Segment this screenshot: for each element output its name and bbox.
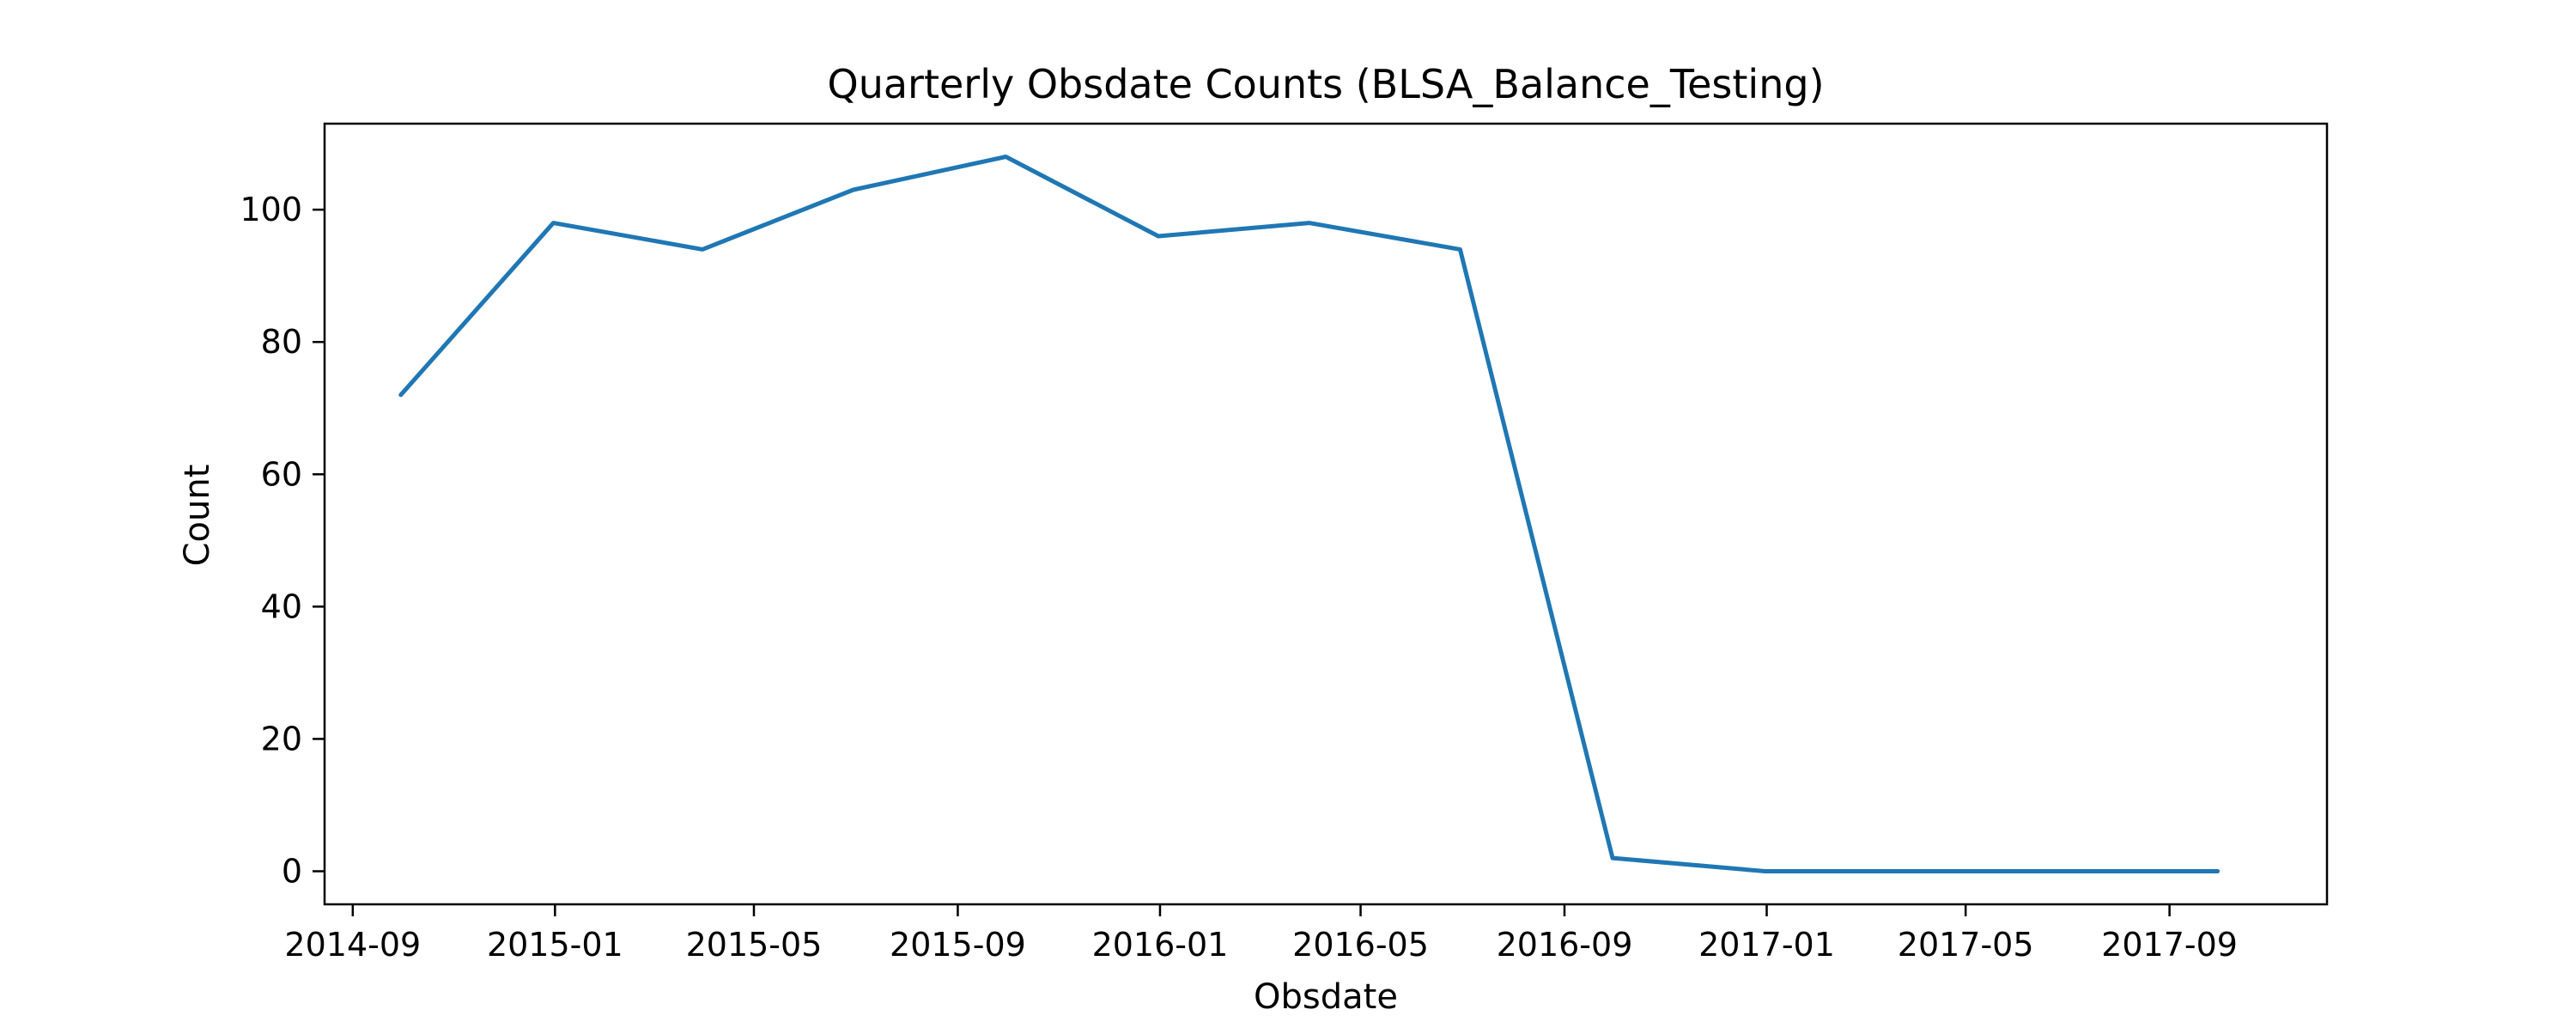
y-tick-label: 20 <box>261 720 302 757</box>
data-point <box>1158 235 1159 236</box>
x-axis-title: Obsdate <box>1254 977 1398 1017</box>
data-point <box>1914 871 1915 872</box>
data-point <box>702 249 703 250</box>
y-tick-label: 100 <box>240 191 302 228</box>
x-tick-label: 2017-05 <box>1898 926 2034 964</box>
y-tick-label: 80 <box>261 323 302 361</box>
series-layer <box>398 155 2221 873</box>
y-tick-label: 0 <box>282 852 302 890</box>
y-tick-label: 40 <box>261 587 302 625</box>
data-point <box>400 394 401 395</box>
data-point <box>853 190 854 191</box>
chart-title: Quarterly Obsdate Counts (BLSA_Balance_T… <box>827 61 1824 107</box>
x-tick-label: 2015-01 <box>487 926 623 964</box>
x-tick-label: 2014-09 <box>284 926 421 964</box>
x-tick-label: 2017-09 <box>2101 926 2238 964</box>
y-axis-title-group: Count <box>178 465 217 567</box>
data-point <box>1460 249 1461 250</box>
data-point <box>1612 858 1613 859</box>
y-axis-title: Count <box>178 465 217 567</box>
x-tick-label: 2015-05 <box>686 926 823 964</box>
data-point <box>2064 871 2065 872</box>
series-line <box>398 155 2221 873</box>
ticks-layer: 2014-09 2015-01 2015-05 2015-09 2016-01 2016-… <box>240 191 2238 964</box>
x-tick-label: 2015-09 <box>890 926 1026 964</box>
data-point <box>1005 156 1006 157</box>
x-tick-label: 2016-05 <box>1292 926 1429 964</box>
data-point <box>553 222 554 223</box>
x-tick-label: 2016-09 <box>1497 926 1633 964</box>
data-point <box>2217 871 2218 872</box>
x-tick-label: 2016-01 <box>1092 926 1229 964</box>
y-tick-label: 60 <box>261 455 302 493</box>
plot-frame <box>323 122 2329 906</box>
x-tick-label: 2017-01 <box>1698 926 1835 964</box>
